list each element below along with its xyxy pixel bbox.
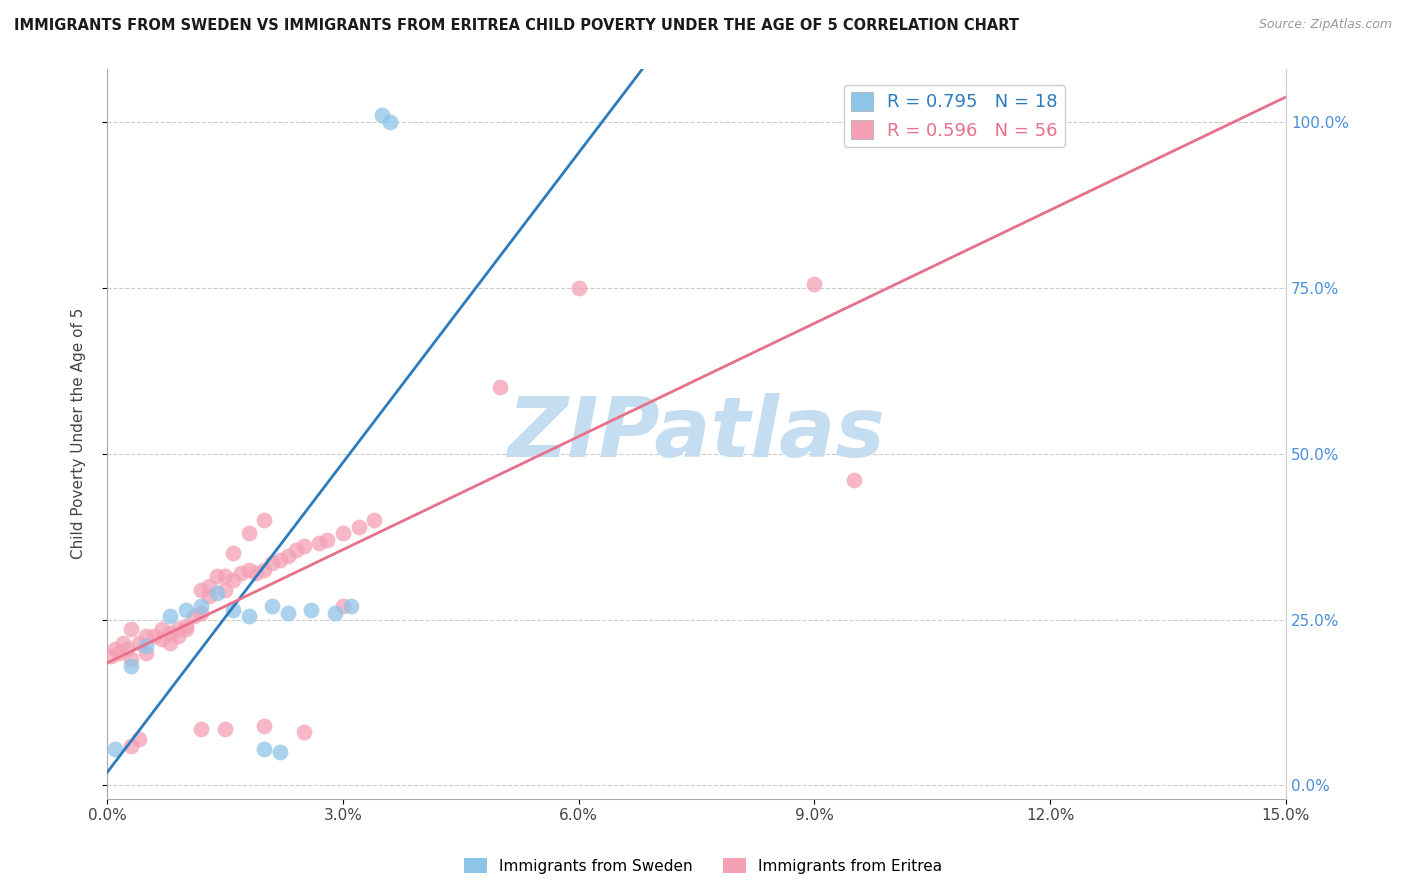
Point (222, 602, 245, 616)
Point (174, 623, 197, 637)
Point (150, 623, 173, 637)
Point (238, 563, 260, 577)
Point (190, 722, 212, 736)
Point (842, 473, 865, 487)
Legend: R = 0.795   N = 18, R = 0.596   N = 56: R = 0.795 N = 18, R = 0.596 N = 56 (844, 85, 1064, 147)
Point (269, 553, 291, 567)
Point (339, 599, 361, 614)
Point (262, 556, 284, 570)
Point (198, 579, 221, 593)
Point (489, 380, 512, 394)
Point (378, 114, 401, 128)
Point (292, 540, 315, 554)
Point (316, 533, 339, 547)
Point (128, 731, 150, 746)
Point (363, 513, 385, 527)
Text: ZIPatlas: ZIPatlas (508, 393, 886, 475)
Point (104, 642, 127, 657)
Point (100, 648, 122, 663)
Point (299, 602, 322, 616)
Point (135, 646, 157, 660)
Point (205, 586, 228, 600)
Point (332, 599, 354, 614)
Point (159, 609, 181, 624)
Point (120, 659, 142, 673)
Point (183, 609, 205, 624)
Point (174, 619, 197, 633)
Point (166, 629, 188, 643)
Point (277, 606, 299, 620)
Point (135, 639, 157, 653)
Point (347, 519, 370, 533)
Point (253, 513, 276, 527)
Point (262, 599, 284, 614)
Point (253, 719, 276, 733)
Point (128, 636, 150, 650)
Point (166, 623, 188, 637)
Point (104, 742, 127, 756)
Point (229, 566, 252, 580)
Point (308, 536, 330, 550)
Point (111, 636, 134, 650)
Point (332, 526, 354, 541)
Point (253, 563, 276, 577)
Point (120, 623, 142, 637)
Point (150, 632, 173, 647)
Legend: Immigrants from Sweden, Immigrants from Eritrea: Immigrants from Sweden, Immigrants from … (457, 852, 949, 880)
Y-axis label: Child Poverty Under the Age of 5: Child Poverty Under the Age of 5 (72, 308, 86, 559)
Point (214, 722, 236, 736)
Point (159, 636, 181, 650)
Point (205, 569, 228, 583)
Text: Source: ZipAtlas.com: Source: ZipAtlas.com (1258, 18, 1392, 31)
Point (120, 739, 142, 753)
Point (190, 582, 212, 597)
Point (222, 546, 245, 560)
Point (190, 599, 212, 614)
Point (222, 573, 245, 587)
Point (245, 566, 267, 580)
Point (214, 569, 236, 583)
Point (238, 609, 260, 624)
Point (284, 542, 307, 557)
Point (174, 602, 197, 616)
Point (803, 277, 825, 292)
Point (108, 646, 131, 660)
Point (371, 108, 394, 122)
Text: IMMIGRANTS FROM SWEDEN VS IMMIGRANTS FROM ERITREA CHILD POVERTY UNDER THE AGE OF: IMMIGRANTS FROM SWEDEN VS IMMIGRANTS FRO… (14, 18, 1019, 33)
Point (277, 549, 299, 564)
Point (115, 642, 138, 657)
Point (120, 652, 142, 666)
Point (159, 625, 181, 640)
Point (269, 745, 291, 759)
Point (198, 589, 221, 603)
Point (135, 629, 157, 643)
Point (143, 629, 166, 643)
Point (190, 606, 212, 620)
Point (253, 742, 276, 756)
Point (323, 606, 346, 620)
Point (238, 526, 260, 541)
Point (568, 280, 591, 294)
Point (214, 582, 236, 597)
Point (292, 725, 315, 739)
